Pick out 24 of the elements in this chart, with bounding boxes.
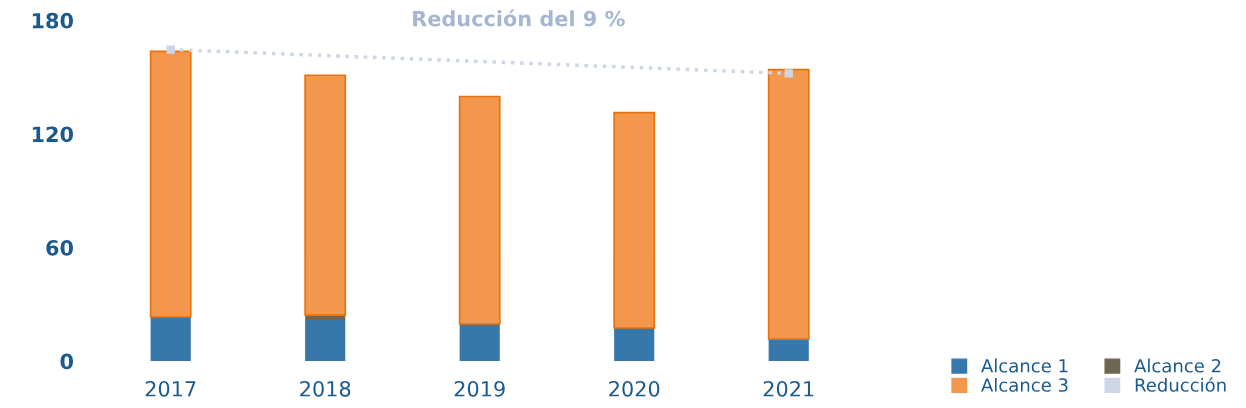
y-tick-label: 60 bbox=[46, 239, 74, 256]
bar bbox=[149, 50, 192, 318]
bar bbox=[614, 327, 655, 362]
chart-title: Reducción del 9 % bbox=[413, 9, 625, 27]
y-tick-label: 180 bbox=[32, 12, 74, 29]
bar bbox=[304, 74, 347, 316]
y-tick-label: 0 bbox=[60, 353, 74, 370]
bar bbox=[768, 339, 809, 362]
bar bbox=[458, 95, 501, 325]
legend-label: Alcance 1 bbox=[981, 358, 1068, 373]
y-tick-label: 120 bbox=[32, 126, 74, 143]
bar bbox=[150, 316, 191, 362]
x-tick-label: 2020 bbox=[609, 380, 660, 397]
x-tick-label: 2021 bbox=[763, 380, 814, 397]
bar bbox=[305, 320, 346, 362]
legend-label: Reducción bbox=[1135, 377, 1226, 392]
legend-label: Alcance 3 bbox=[981, 377, 1068, 392]
x-tick-label: 2018 bbox=[300, 380, 351, 397]
bar bbox=[613, 111, 656, 329]
x-tick-label: 2017 bbox=[145, 380, 196, 397]
x-tick-label: 2019 bbox=[454, 380, 505, 397]
legend-label: Alcance 2 bbox=[1134, 358, 1221, 373]
bar bbox=[459, 323, 500, 362]
bar bbox=[767, 68, 810, 340]
